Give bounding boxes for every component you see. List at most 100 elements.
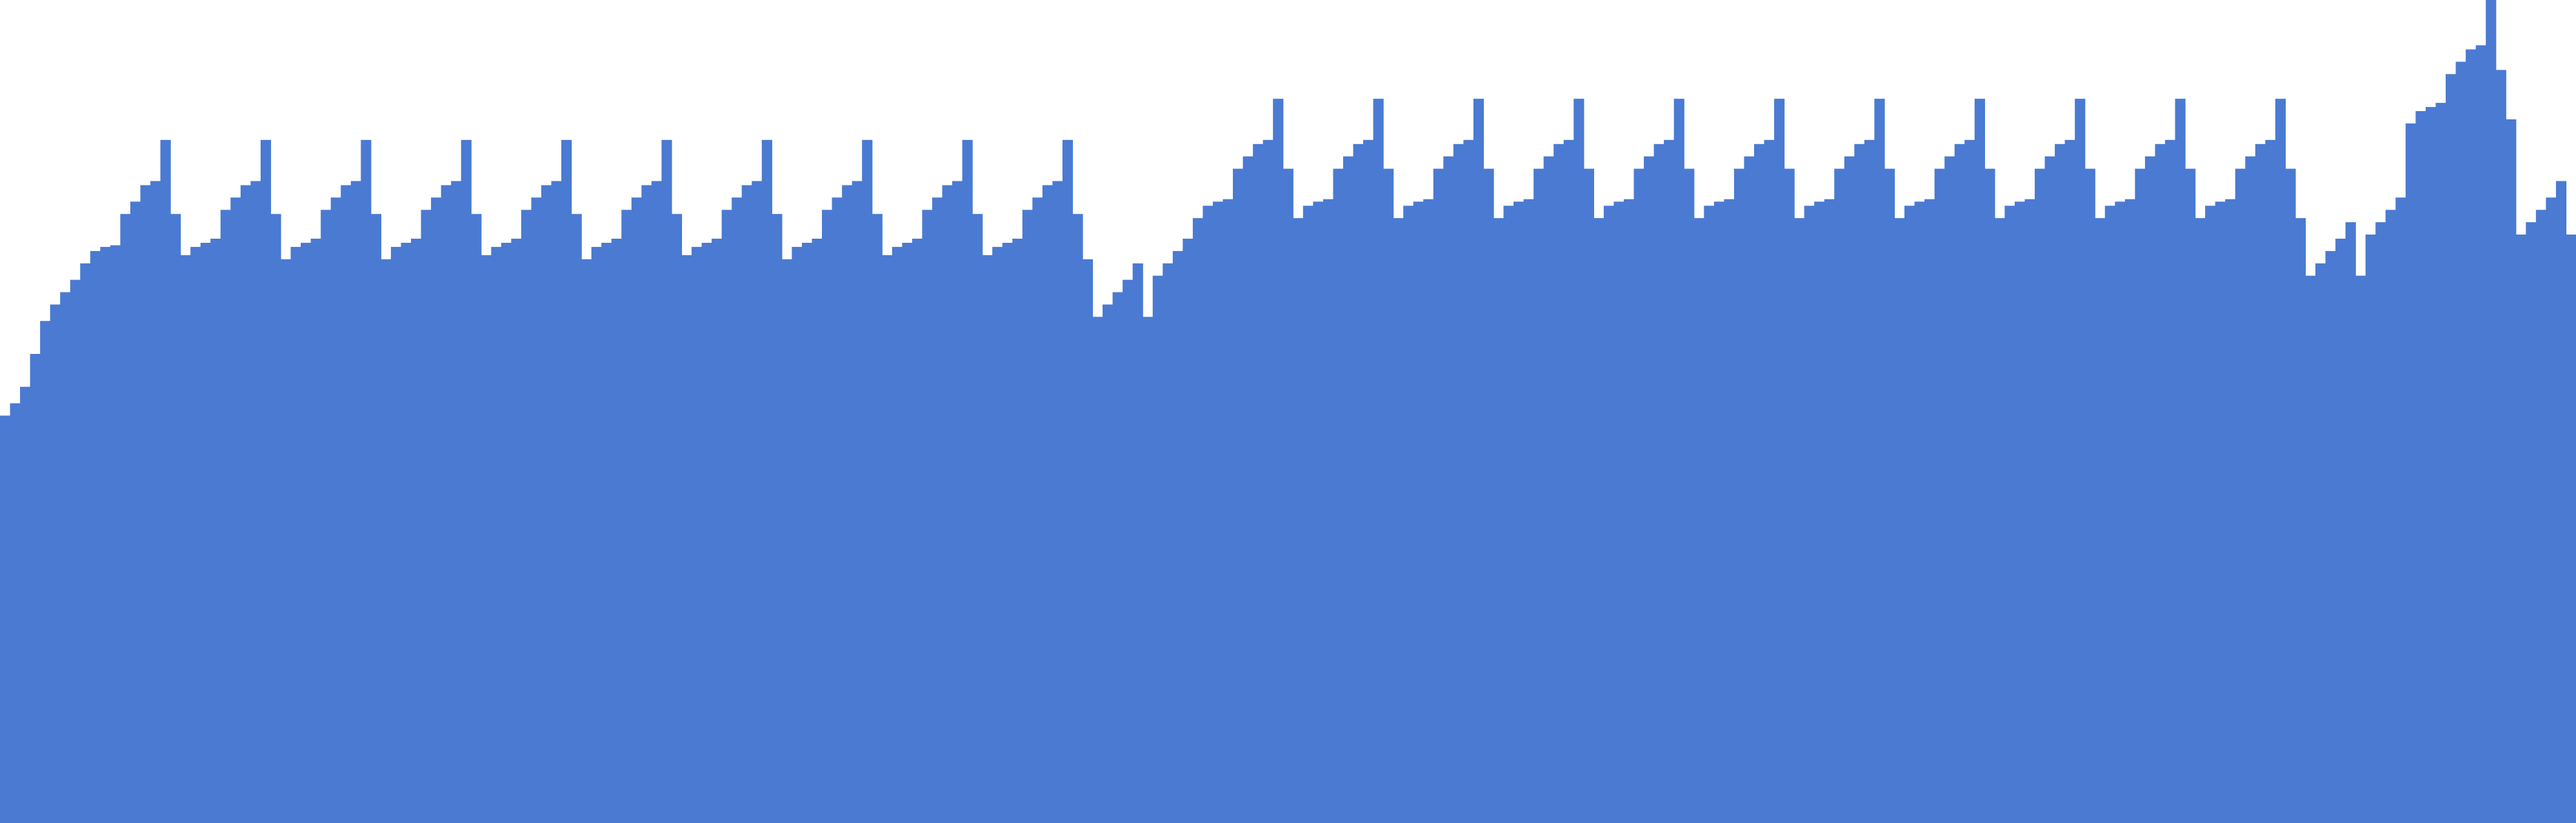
area-step-147 xyxy=(1473,99,1485,823)
area-step-25 xyxy=(250,181,261,823)
area-step-72 xyxy=(721,210,732,823)
area-step-129 xyxy=(1293,218,1304,823)
area-step-87 xyxy=(872,214,883,823)
area-step-40 xyxy=(401,242,412,823)
area-step-69 xyxy=(692,246,703,823)
area-step-6 xyxy=(60,292,71,823)
area-step-243 xyxy=(2435,103,2446,823)
area-step-113 xyxy=(1132,263,1143,823)
area-step-97 xyxy=(972,214,983,823)
area-step-119 xyxy=(1192,218,1204,823)
area-step-145 xyxy=(1453,143,1464,823)
area-step-230 xyxy=(2305,275,2316,823)
area-step-30 xyxy=(301,242,312,823)
area-step-63 xyxy=(631,197,642,823)
area-step-206 xyxy=(2064,139,2075,823)
area-step-80 xyxy=(801,242,813,823)
area-step-239 xyxy=(2395,197,2406,823)
area-step-19 xyxy=(190,246,201,823)
area-step-14 xyxy=(140,185,151,823)
area-step-180 xyxy=(1804,206,1815,823)
area-step-195 xyxy=(1954,143,1965,823)
area-step-166 xyxy=(1664,139,1675,823)
area-step-1 xyxy=(10,403,21,823)
area-step-43 xyxy=(431,197,442,823)
area-step-182 xyxy=(1824,199,1835,823)
area-step-211 xyxy=(2115,201,2126,823)
area-step-235 xyxy=(2355,275,2366,823)
area-step-232 xyxy=(2325,250,2336,823)
area-step-24 xyxy=(240,185,252,823)
area-step-78 xyxy=(781,259,793,823)
area-step-201 xyxy=(2014,201,2026,823)
area-step-33 xyxy=(330,197,341,823)
area-step-56 xyxy=(561,139,572,823)
area-step-181 xyxy=(1814,201,1825,823)
area-step-53 xyxy=(531,197,542,823)
area-step-217 xyxy=(2175,99,2186,823)
area-step-131 xyxy=(1313,201,1324,823)
area-step-31 xyxy=(310,238,321,823)
area-step-143 xyxy=(1433,168,1444,823)
area-step-244 xyxy=(2446,74,2457,823)
area-step-176 xyxy=(1764,139,1775,823)
area-step-218 xyxy=(2185,168,2196,823)
area-step-187 xyxy=(1874,99,1885,823)
area-step-120 xyxy=(1203,206,1214,823)
area-step-101 xyxy=(1012,238,1023,823)
area-step-202 xyxy=(2024,199,2035,823)
area-step-209 xyxy=(2095,218,2106,823)
area-step-81 xyxy=(812,238,823,823)
area-step-186 xyxy=(1864,139,1875,823)
area-step-175 xyxy=(1753,143,1765,823)
area-step-116 xyxy=(1163,263,1174,823)
area-step-89 xyxy=(892,246,903,823)
area-step-135 xyxy=(1353,143,1364,823)
area-step-128 xyxy=(1282,168,1294,823)
area-step-92 xyxy=(922,210,933,823)
area-step-23 xyxy=(230,197,241,823)
area-step-160 xyxy=(1603,206,1615,823)
area-step-45 xyxy=(451,181,462,823)
area-step-208 xyxy=(2084,168,2095,823)
area-step-139 xyxy=(1393,218,1404,823)
area-step-7 xyxy=(70,279,81,823)
area-step-170 xyxy=(1704,206,1715,823)
area-step-114 xyxy=(1143,317,1154,823)
area-step-103 xyxy=(1032,197,1043,823)
area-step-178 xyxy=(1784,168,1795,823)
area-step-9 xyxy=(90,250,101,823)
area-step-58 xyxy=(581,259,592,823)
area-step-210 xyxy=(2104,206,2115,823)
area-step-200 xyxy=(2004,206,2015,823)
area-step-26 xyxy=(260,139,272,823)
area-step-90 xyxy=(902,242,913,823)
area-step-245 xyxy=(2455,61,2466,823)
area-step-221 xyxy=(2215,201,2226,823)
area-step-240 xyxy=(2405,123,2417,823)
area-step-10 xyxy=(100,246,111,823)
area-step-46 xyxy=(461,139,472,823)
area-step-254 xyxy=(2546,197,2557,823)
area-step-231 xyxy=(2315,263,2326,823)
area-step-51 xyxy=(511,238,522,823)
area-step-174 xyxy=(1744,156,1755,823)
area-step-29 xyxy=(290,246,301,823)
area-step-62 xyxy=(621,210,632,823)
area-step-49 xyxy=(491,246,502,823)
area-step-12 xyxy=(120,214,131,823)
area-step-123 xyxy=(1233,168,1244,823)
area-step-108 xyxy=(1082,259,1094,823)
area-step-179 xyxy=(1794,218,1805,823)
area-step-189 xyxy=(1894,218,1905,823)
area-step-162 xyxy=(1623,199,1635,823)
area-step-165 xyxy=(1653,143,1664,823)
area-step-192 xyxy=(1924,199,1935,823)
area-step-42 xyxy=(421,210,432,823)
area-step-251 xyxy=(2515,235,2526,823)
area-step-171 xyxy=(1713,201,1724,823)
area-step-94 xyxy=(942,185,953,823)
area-step-216 xyxy=(2164,139,2176,823)
area-step-220 xyxy=(2205,206,2216,823)
